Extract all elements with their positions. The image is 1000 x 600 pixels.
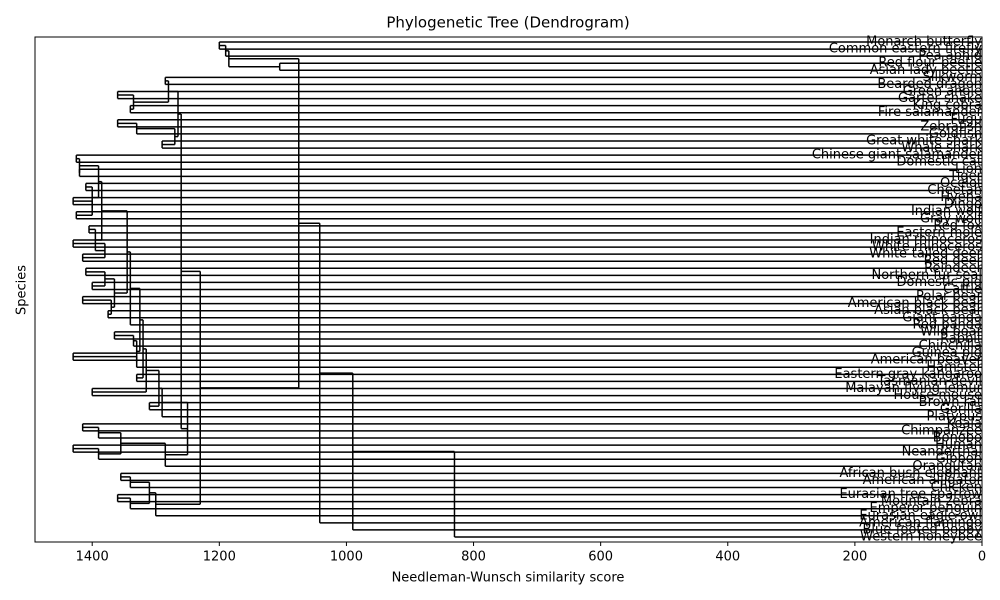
x-tick-label: 600 xyxy=(588,550,613,565)
x-tick-label: 800 xyxy=(461,550,486,565)
x-tick-label: 1200 xyxy=(203,550,236,565)
y-axis-label: Species xyxy=(15,265,30,315)
x-tick-label: 0 xyxy=(978,550,986,565)
x-tick-label: 400 xyxy=(715,550,740,565)
chart-title: Phylogenetic Tree (Dendrogram) xyxy=(386,14,629,32)
x-tick-label: 1400 xyxy=(76,550,109,565)
x-tick-label: 1000 xyxy=(330,550,363,565)
x-axis-label: Needleman-Wunsch similarity score xyxy=(392,571,625,586)
x-tick-label: 200 xyxy=(842,550,867,565)
